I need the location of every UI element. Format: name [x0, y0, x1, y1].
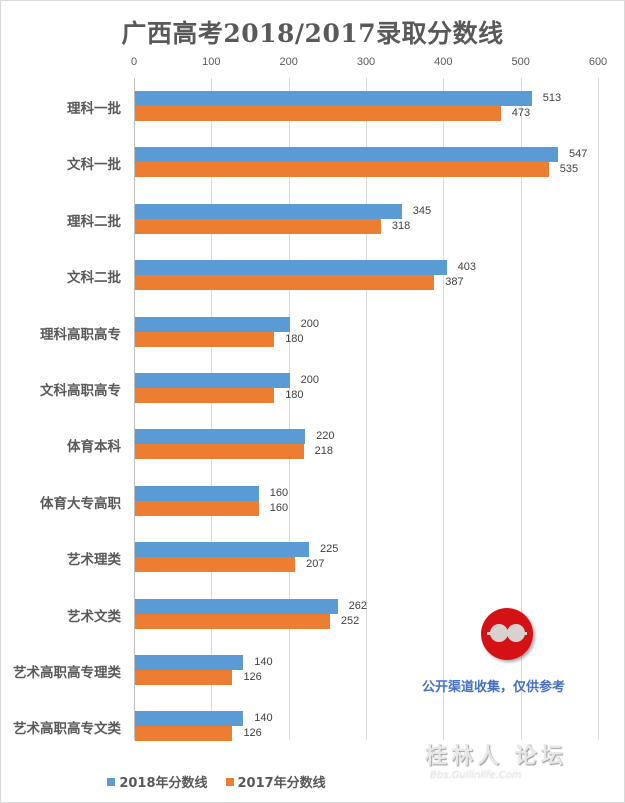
data-label: 220 [316, 430, 335, 443]
data-label: 140 [254, 712, 273, 725]
bar-2018[interactable] [135, 373, 290, 388]
legend: 2018年分数线 2017年分数线 [0, 772, 529, 791]
watermark-sub: Bbs.Guilinlife.Com [430, 770, 522, 781]
legend-item-2018[interactable]: 2018年分数线 [107, 772, 208, 791]
bar-2017[interactable] [135, 275, 435, 291]
bar-2018[interactable] [135, 542, 309, 558]
bar-2018[interactable] [135, 91, 532, 106]
gridline [366, 78, 367, 740]
bar-2017[interactable] [135, 726, 233, 742]
legend-label-2017: 2017年分数线 [237, 776, 326, 791]
data-label: 140 [254, 656, 273, 668]
bar-2018[interactable] [135, 711, 244, 727]
data-label: 473 [511, 107, 531, 119]
category-label: 文科高职高专 [40, 383, 121, 399]
data-label: 200 [300, 317, 320, 330]
data-label: 160 [269, 486, 289, 499]
watermark: 桂林人 论坛 [425, 744, 567, 769]
data-label: 535 [559, 163, 579, 176]
bar-2018[interactable] [135, 598, 338, 614]
data-label: 218 [314, 445, 333, 458]
category-label: 艺术理类 [67, 552, 121, 569]
bar-2017[interactable] [135, 388, 275, 403]
x-tick-label: 400 [434, 56, 453, 68]
data-label: 126 [243, 727, 262, 740]
data-label: 345 [412, 204, 432, 217]
x-tick-label: 0 [130, 56, 138, 68]
bar-2017[interactable] [135, 106, 501, 121]
bar-2018[interactable] [135, 485, 259, 501]
bar-2017[interactable] [135, 670, 233, 685]
bar-2017[interactable] [135, 557, 296, 573]
source-note: 公开渠道收集，仅供参考 [422, 680, 566, 695]
x-tick-label: 300 [356, 56, 376, 68]
data-label: 180 [285, 332, 304, 345]
logo-eye-right [507, 624, 525, 642]
data-label: 262 [348, 599, 367, 612]
legend-swatch-2018 [107, 777, 116, 786]
x-tick-label: 500 [511, 56, 530, 68]
gridline [520, 78, 522, 740]
gridline [288, 78, 290, 740]
x-tick-label: 100 [202, 56, 221, 68]
data-label: 318 [391, 219, 411, 232]
category-label: 艺术高职高专文类 [13, 721, 121, 738]
data-label: 252 [340, 614, 360, 627]
legend-label-2018: 2018年分数线 [119, 776, 208, 791]
bar-2017[interactable] [135, 162, 549, 178]
category-label: 理科二批 [67, 213, 121, 230]
bar-2017[interactable] [135, 500, 259, 516]
category-label: 体育大专高职 [40, 495, 121, 512]
gridline [598, 78, 599, 740]
chart-title: 广西高考2018/2017录取分数线 [121, 19, 504, 48]
data-label: 200 [300, 374, 320, 386]
bar-2017[interactable] [135, 613, 330, 629]
gridline [211, 78, 213, 740]
data-label: 225 [320, 543, 339, 556]
category-label: 艺术高职高专理类 [13, 665, 121, 681]
data-label: 207 [306, 558, 325, 571]
gridline [443, 78, 445, 740]
bar-2018[interactable] [135, 260, 447, 276]
bar-2018[interactable] [135, 316, 290, 332]
x-tick-label: 600 [588, 56, 608, 68]
bar-2018[interactable] [135, 429, 306, 445]
data-label: 126 [243, 671, 262, 683]
bar-2017[interactable] [135, 218, 381, 234]
bar-2017[interactable] [135, 444, 304, 460]
bar-2018[interactable] [135, 147, 558, 163]
category-label: 文科一批 [67, 157, 121, 174]
category-label: 理科一批 [67, 101, 121, 117]
bar-2017[interactable] [135, 331, 275, 347]
data-label: 403 [457, 261, 476, 274]
y-axis-line [134, 78, 135, 740]
legend-swatch-2017 [225, 777, 234, 786]
data-label: 513 [542, 92, 562, 104]
category-label: 理科高职高专 [40, 326, 121, 343]
data-label: 180 [285, 389, 304, 401]
category-label: 文科二批 [67, 270, 121, 287]
logo-eye-left [490, 624, 508, 642]
category-label: 体育本科 [67, 439, 121, 456]
logo-glasses-icon [481, 608, 533, 660]
bar-2018[interactable] [135, 655, 244, 670]
category-label: 艺术文类 [67, 608, 121, 625]
x-tick-label: 200 [279, 56, 298, 68]
data-label: 547 [569, 148, 588, 161]
data-label: 387 [445, 276, 464, 289]
legend-item-2017[interactable]: 2017年分数线 [225, 772, 326, 791]
data-label: 160 [269, 501, 289, 514]
bar-2018[interactable] [135, 203, 402, 219]
